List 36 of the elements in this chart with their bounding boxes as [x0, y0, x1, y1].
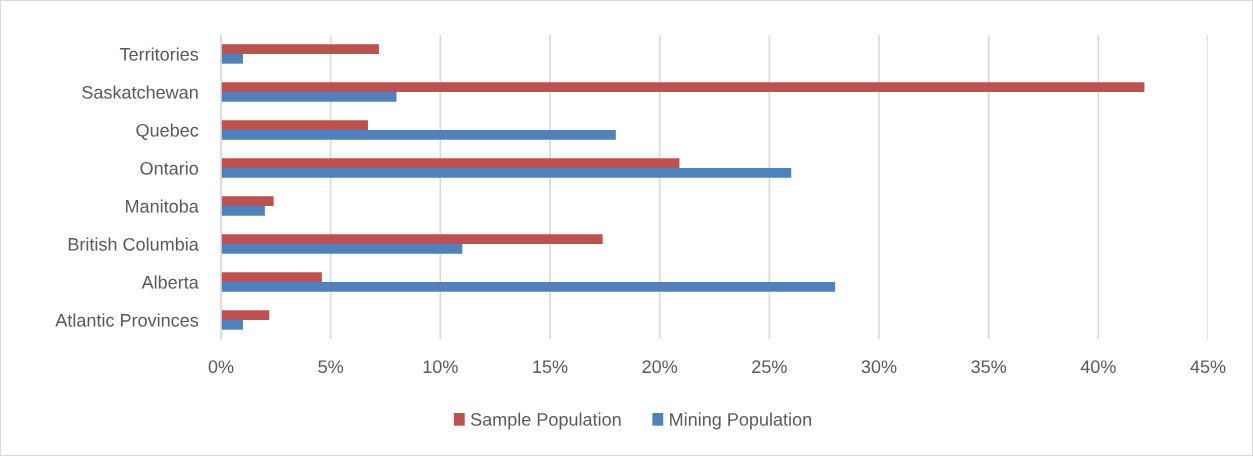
bar [221, 168, 792, 178]
bar [221, 272, 322, 282]
y-tick-label: Quebec [136, 123, 199, 140]
bar [221, 206, 265, 216]
x-tick-label: 20% [642, 360, 678, 374]
bar [221, 282, 836, 292]
y-tick-label: British Columbia [68, 237, 199, 251]
bar [221, 120, 368, 130]
bar [221, 234, 603, 244]
x-tick-label: 40% [1080, 360, 1116, 374]
x-tick-label: 10% [423, 360, 458, 374]
x-tick-label: 15% [533, 360, 568, 374]
y-tick-label: Atlantic Provinces [55, 313, 199, 327]
bar [221, 320, 243, 330]
x-tick-label: 30% [861, 360, 897, 374]
bar [221, 310, 270, 320]
bar [221, 82, 1145, 92]
bar [221, 54, 243, 64]
y-tick-label: Ontario [140, 161, 199, 175]
bar [221, 130, 616, 140]
y-tick-label: Territories [119, 47, 199, 61]
y-tick-label: Manitoba [125, 199, 199, 213]
x-tick-label: 5% [318, 360, 344, 374]
x-tick-label: 35% [971, 360, 1007, 374]
y-tick-label: Saskatchewan [82, 85, 198, 99]
bar [221, 244, 463, 254]
x-tick-label: 45% [1190, 360, 1226, 374]
x-tick-label: 25% [752, 360, 787, 374]
bar [221, 196, 274, 206]
legend-label: Mining Population [670, 412, 811, 430]
bar [221, 158, 680, 168]
y-tick-label: Alberta [141, 275, 199, 289]
bar [221, 44, 379, 54]
x-tick-label: 0% [208, 360, 234, 374]
bar [221, 92, 397, 102]
legend-label: Sample Population [470, 412, 621, 430]
